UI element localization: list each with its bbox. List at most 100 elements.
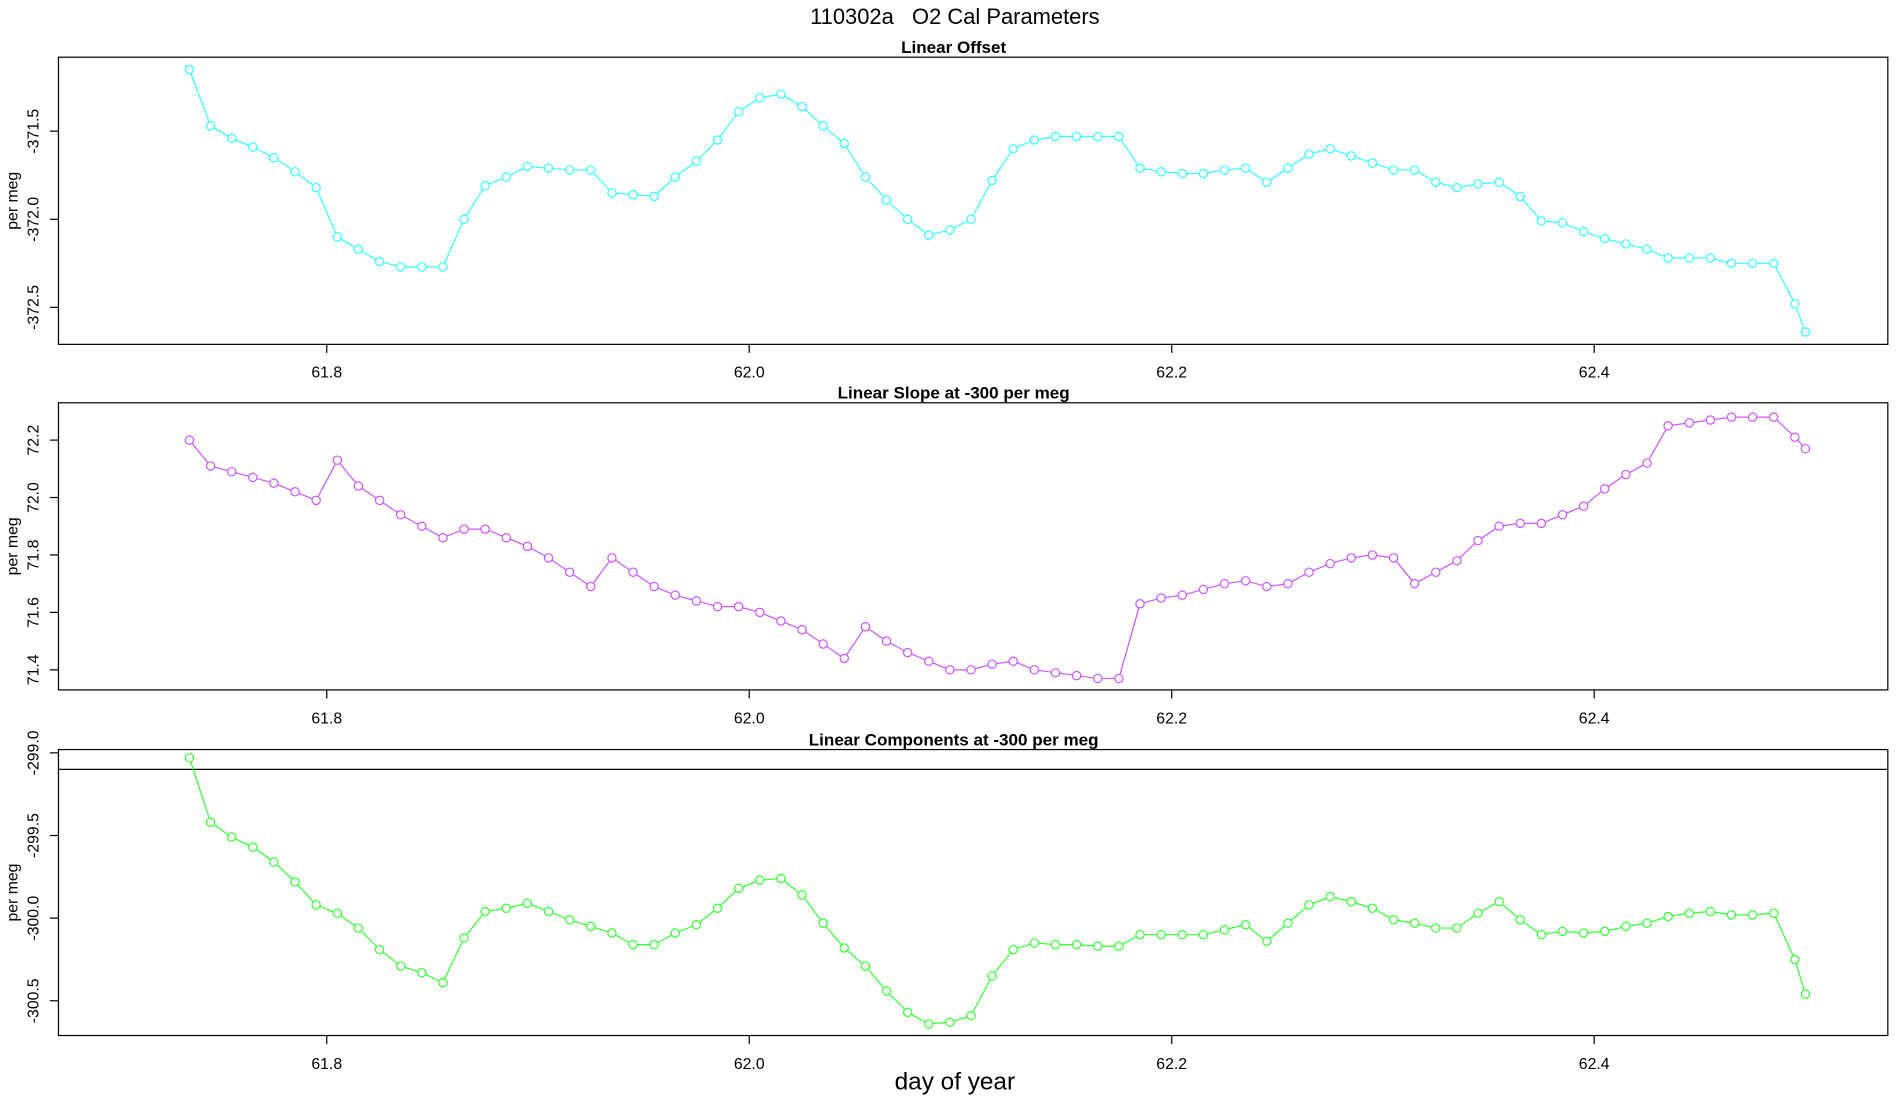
data-point: [374, 495, 385, 506]
data-point: [1790, 299, 1800, 309]
series-line: [188, 416, 1806, 680]
data-point: [1494, 896, 1504, 907]
data-point: [1388, 165, 1399, 175]
data-point: [226, 133, 237, 143]
data-point: [1747, 910, 1758, 920]
data-point: [924, 1019, 934, 1029]
y-tick-label: 72.0: [25, 482, 42, 513]
x-tick-label: 62.4: [1579, 710, 1610, 727]
y-tick-label: 71.8: [25, 539, 42, 570]
data-point: [1008, 656, 1019, 666]
x-tick-label: 62.4: [1579, 1056, 1610, 1073]
data-point: [1219, 924, 1230, 935]
data-point: [649, 939, 659, 950]
data-point: [543, 906, 554, 917]
data-point: [1283, 163, 1293, 173]
data-point: [987, 659, 997, 669]
data-point: [1008, 144, 1019, 154]
data-point: [987, 175, 997, 186]
data-point: [1621, 469, 1631, 480]
data-point: [1800, 989, 1811, 999]
data-point: [480, 524, 490, 534]
data-point: [1684, 908, 1695, 918]
data-point: [480, 181, 490, 191]
data-point: [248, 142, 258, 152]
data-point: [670, 928, 681, 938]
data-point: [564, 915, 575, 925]
data-point: [438, 977, 448, 988]
data-point: [1473, 179, 1483, 189]
data-point: [1557, 510, 1568, 520]
data-point: [1177, 590, 1188, 600]
x-tick-label: 62.0: [734, 710, 765, 727]
data-point: [395, 262, 406, 272]
data-point: [248, 842, 258, 852]
panel-title: Linear Components at -300 per meg: [809, 731, 1099, 750]
data-point: [1642, 458, 1652, 468]
panel-title: Linear Slope at -300 per meg: [838, 384, 1070, 403]
data-point: [860, 961, 871, 971]
data-point: [459, 933, 469, 943]
y-tick-label: -371.5: [25, 109, 42, 154]
data-point: [1177, 929, 1188, 940]
data-point: [839, 943, 850, 953]
data-point: [860, 622, 871, 632]
data-point: [1071, 131, 1082, 142]
data-point: [607, 188, 617, 198]
data-point: [860, 172, 871, 182]
y-tick-label: -372.0: [25, 197, 42, 242]
data-point: [586, 165, 596, 175]
data-point: [332, 232, 343, 242]
y-tick-label: -372.5: [25, 285, 42, 330]
y-tick-label: 72.2: [25, 425, 42, 456]
data-point: [311, 182, 321, 193]
data-point: [332, 455, 343, 465]
data-point: [881, 636, 892, 646]
data-point: [395, 510, 406, 520]
data-point: [1029, 938, 1040, 948]
data-point: [776, 873, 786, 884]
y-tick-label: -300.5: [25, 978, 42, 1023]
data-point: [1600, 926, 1610, 937]
data-point: [1156, 929, 1166, 940]
data-point: [1367, 158, 1378, 168]
data-point: [374, 944, 385, 955]
data-point: [1409, 918, 1420, 928]
data-point: [1219, 578, 1230, 589]
data-point: [1093, 673, 1103, 684]
data-point: [1452, 555, 1462, 566]
data-point: [290, 487, 300, 497]
data-point: [1557, 218, 1568, 228]
plot-frame: [57, 56, 1889, 345]
data-point: [395, 961, 406, 971]
data-point: [417, 967, 427, 978]
data-point: [1135, 163, 1145, 173]
data-point: [1050, 667, 1061, 678]
data-point: [818, 918, 828, 928]
data-point: [353, 244, 364, 254]
y-tick-label: 71.4: [25, 654, 42, 685]
data-point: [332, 908, 343, 918]
data-point: [1726, 258, 1737, 269]
data-point: [628, 567, 638, 577]
data-point: [1515, 915, 1526, 925]
data-point: [755, 875, 765, 885]
data-point: [1663, 420, 1673, 431]
data-point: [184, 753, 195, 763]
data-point: [1578, 928, 1589, 938]
data-point: [184, 435, 195, 445]
data-point: [1135, 599, 1145, 609]
panel-title: Linear Offset: [901, 38, 1006, 57]
data-point: [438, 262, 448, 272]
data-point: [290, 166, 300, 177]
data-point: [776, 89, 786, 99]
data-point: [776, 616, 786, 626]
data-point: [712, 601, 723, 612]
data-point: [628, 939, 638, 950]
data-point: [1346, 896, 1357, 907]
data-point: [269, 152, 279, 163]
data-point: [1494, 177, 1504, 188]
x-tick-label: 62.2: [1156, 1056, 1187, 1073]
data-point: [1093, 131, 1103, 142]
data-point: [1262, 581, 1272, 592]
